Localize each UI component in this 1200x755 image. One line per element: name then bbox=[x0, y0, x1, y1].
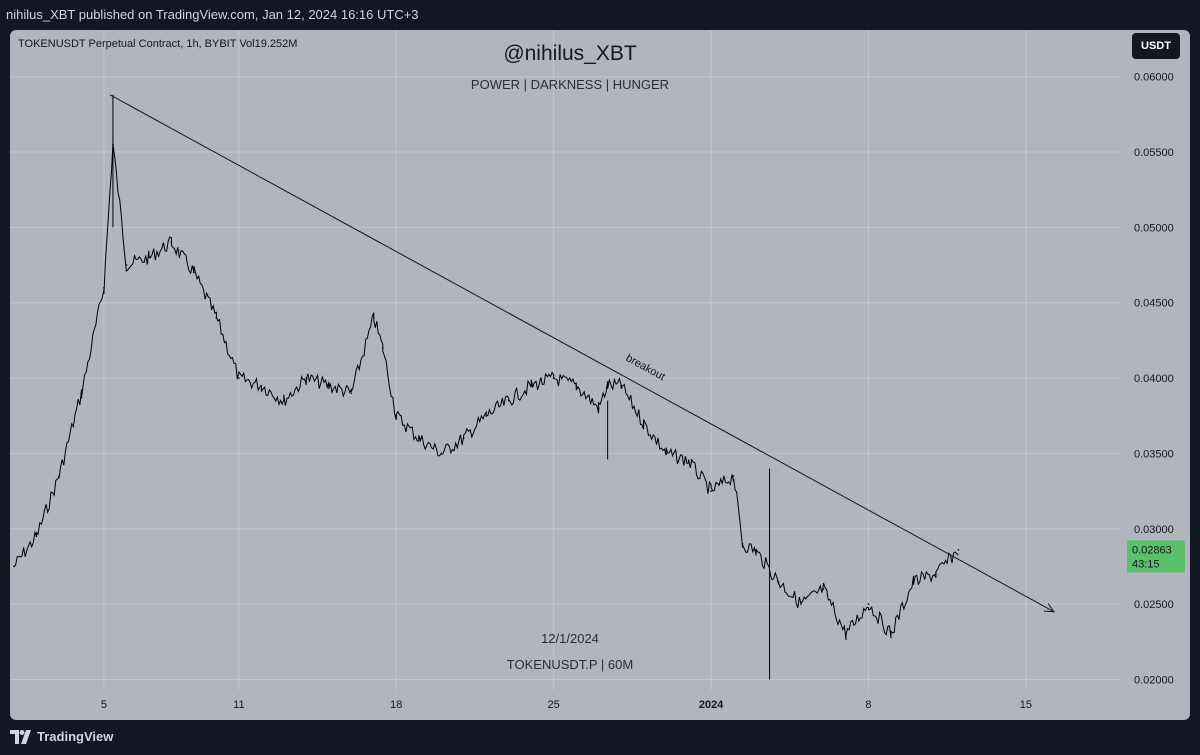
data-point bbox=[395, 414, 398, 417]
data-point bbox=[170, 241, 173, 244]
last-price-box bbox=[1127, 540, 1185, 573]
data-point bbox=[260, 384, 263, 387]
price-series bbox=[13, 94, 960, 680]
data-point bbox=[148, 256, 150, 259]
trendline[interactable]: breakout bbox=[109, 94, 1055, 613]
data-point bbox=[80, 392, 83, 394]
price-tick-label: 0.02000 bbox=[1134, 674, 1174, 686]
data-point bbox=[575, 384, 577, 387]
data-point bbox=[800, 603, 802, 605]
time-tick-label: 18 bbox=[390, 699, 402, 711]
time-tick-label: 11 bbox=[233, 699, 244, 711]
price-chart[interactable]: 0.06000 0.05500 0.05000 0.04500 0.04000 0.035… bbox=[10, 30, 1190, 720]
time-tick-label: 2024 bbox=[699, 699, 724, 711]
data-point bbox=[710, 490, 712, 492]
data-point bbox=[890, 633, 892, 636]
price-tick-label: 0.04500 bbox=[1134, 298, 1174, 310]
price-tick-label: 0.03500 bbox=[1134, 448, 1174, 460]
watermark-symbol: TOKENUSDT.P | 60M bbox=[506, 657, 634, 672]
time-tick-label: 8 bbox=[865, 699, 871, 711]
data-point bbox=[35, 535, 38, 538]
data-point bbox=[485, 414, 488, 417]
data-point bbox=[440, 452, 443, 455]
watermark-title: @nihilus_XBT bbox=[503, 42, 637, 65]
data-point bbox=[732, 475, 735, 477]
data-point bbox=[552, 377, 555, 379]
data-point bbox=[687, 460, 690, 462]
currency-button[interactable]: USDT bbox=[1132, 33, 1180, 59]
time-tick-label: 15 bbox=[1020, 699, 1032, 711]
publisher-bar: nihilus_XBT published on TradingView.com… bbox=[0, 0, 1200, 30]
time-tick-label: 25 bbox=[548, 699, 560, 711]
data-point bbox=[283, 399, 285, 402]
data-point bbox=[845, 633, 847, 636]
data-point bbox=[328, 384, 330, 387]
watermark-subtitle: POWER | DARKNESS | HUNGER bbox=[470, 77, 670, 92]
data-point bbox=[957, 549, 960, 551]
data-point bbox=[665, 452, 667, 455]
grid-lines bbox=[10, 30, 1120, 690]
price-tick-label: 0.05500 bbox=[1134, 147, 1174, 159]
data-point bbox=[597, 407, 600, 410]
price-tick-label: 0.05000 bbox=[1134, 222, 1174, 234]
data-point bbox=[606, 384, 609, 387]
price-tick-label: 0.02500 bbox=[1134, 599, 1174, 611]
chart-panel[interactable]: 0.06000 0.05500 0.05000 0.04500 0.04000 0.035… bbox=[10, 30, 1190, 720]
trendline-line[interactable] bbox=[109, 94, 1055, 613]
data-point bbox=[381, 347, 384, 349]
publisher-line: nihilus_XBT published on TradingView.com… bbox=[6, 7, 419, 22]
data-point bbox=[755, 550, 757, 553]
data-point bbox=[238, 377, 240, 379]
last-price-value: 0.02863 bbox=[1132, 544, 1172, 556]
data-point bbox=[507, 399, 510, 402]
data-point bbox=[215, 317, 218, 319]
data-point bbox=[13, 565, 15, 568]
data-point bbox=[417, 437, 420, 440]
data-point bbox=[58, 475, 60, 477]
watermark-date: 12/1/2024 bbox=[541, 631, 599, 646]
ticker-line: TOKENUSDT Perpetual Contract, 1h, BYBIT … bbox=[18, 38, 298, 50]
data-point bbox=[112, 143, 114, 146]
last-price-label: 0.02863 43:15 bbox=[1127, 540, 1185, 573]
brand-name: TradingView bbox=[37, 729, 114, 744]
data-point bbox=[935, 573, 937, 575]
data-point bbox=[193, 271, 195, 274]
price-line bbox=[13, 143, 959, 641]
tradingview-logo[interactable]: TradingView bbox=[10, 729, 113, 744]
data-point bbox=[372, 317, 375, 319]
data-point bbox=[125, 264, 128, 266]
data-point bbox=[741, 543, 744, 545]
data-point bbox=[462, 437, 465, 440]
price-tick-label: 0.06000 bbox=[1134, 72, 1174, 84]
last-price-countdown: 43:15 bbox=[1132, 558, 1160, 570]
data-point bbox=[642, 422, 645, 425]
data-point bbox=[350, 392, 353, 394]
data-point bbox=[822, 588, 825, 590]
time-axis[interactable]: 5 11 18 25 2024 8 15 bbox=[101, 699, 1032, 711]
time-tick-label: 5 bbox=[101, 699, 107, 711]
data-point bbox=[912, 580, 915, 583]
price-axis[interactable]: 0.06000 0.05500 0.05000 0.04500 0.04000 0.035… bbox=[1134, 72, 1174, 687]
data-point bbox=[530, 384, 532, 387]
data-point bbox=[103, 286, 105, 289]
tradingview-logo-icon bbox=[10, 729, 31, 744]
data-point bbox=[867, 603, 870, 605]
price-tick-label: 0.04000 bbox=[1134, 373, 1174, 385]
price-tick-label: 0.03000 bbox=[1134, 524, 1174, 536]
data-point bbox=[305, 377, 308, 379]
footer-bar: TradingView bbox=[0, 720, 1200, 755]
data-point bbox=[777, 580, 780, 583]
data-point bbox=[620, 384, 622, 387]
trendline-arrow bbox=[1043, 603, 1055, 613]
